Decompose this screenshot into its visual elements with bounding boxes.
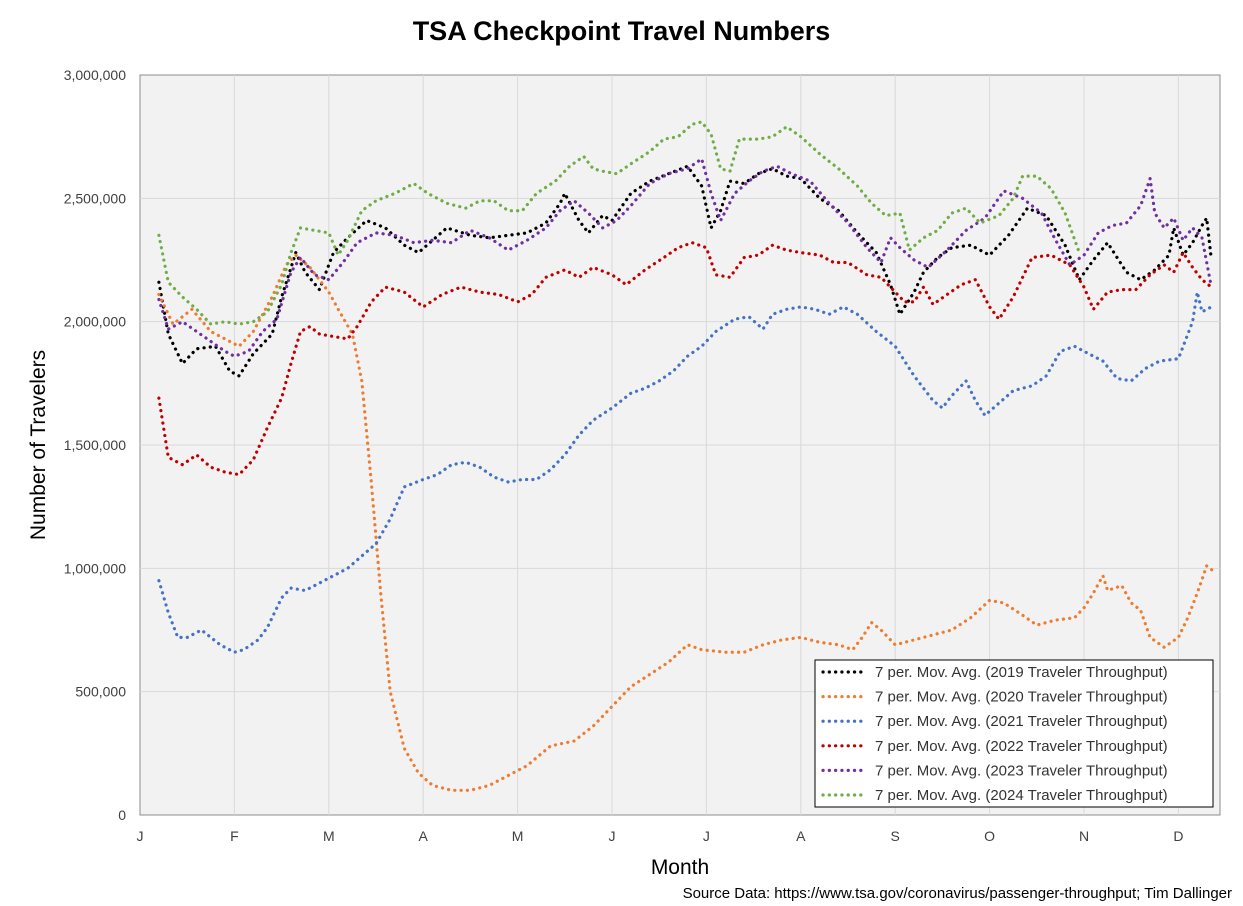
source-note: Source Data: https://www.tsa.gov/coronav… bbox=[682, 885, 1232, 902]
x-gridlines bbox=[233, 75, 1179, 815]
y-tick-label: 2,000,000 bbox=[64, 314, 126, 330]
series-line-5 bbox=[157, 157, 1214, 358]
x-tick-label: D bbox=[1173, 828, 1183, 844]
legend-label: 7 per. Mov. Avg. (2023 Traveler Throughp… bbox=[875, 762, 1168, 779]
legend-box bbox=[814, 659, 1214, 808]
y-tick-label: 2,500,000 bbox=[64, 190, 126, 206]
legend: 7 per. Mov. Avg. (2019 Traveler Throughp… bbox=[814, 659, 1214, 808]
series-lines bbox=[157, 120, 1218, 792]
x-tick-label: A bbox=[419, 828, 429, 844]
x-tick-label: J bbox=[703, 828, 710, 844]
y-tick-label: 500,000 bbox=[75, 684, 126, 700]
x-tick-label: M bbox=[323, 828, 335, 844]
chart-title: TSA Checkpoint Travel Numbers bbox=[412, 16, 831, 46]
x-tick-label: S bbox=[891, 828, 900, 844]
x-axis-title: Month bbox=[651, 856, 709, 879]
legend-label: 7 per. Mov. Avg. (2022 Traveler Throughp… bbox=[875, 738, 1168, 755]
x-tick-label: N bbox=[1079, 828, 1089, 844]
legend-label: 7 per. Mov. Avg. (2020 Traveler Throughp… bbox=[875, 689, 1168, 706]
legend-label: 7 per. Mov. Avg. (2021 Traveler Throughp… bbox=[875, 713, 1168, 730]
y-tick-label: 0 bbox=[118, 807, 126, 823]
x-tick-label: J bbox=[137, 828, 144, 844]
y-gridlines bbox=[140, 197, 1220, 693]
legend-label: 7 per. Mov. Avg. (2024 Traveler Throughp… bbox=[875, 787, 1168, 804]
y-tick-labels: 0 500,000 1,000,000 1,500,000 2,000,000 2,500… bbox=[64, 67, 127, 823]
y-tick-label: 1,000,000 bbox=[64, 560, 126, 576]
x-tick-label: M bbox=[512, 828, 524, 844]
x-tick-label: F bbox=[230, 828, 239, 844]
x-tick-label: O bbox=[984, 828, 995, 844]
y-tick-label: 3,000,000 bbox=[64, 67, 126, 83]
y-axis-title: Number of Travelers bbox=[27, 350, 50, 540]
x-tick-label: J bbox=[609, 828, 616, 844]
series-line-2 bbox=[157, 253, 1218, 792]
series-line-3 bbox=[157, 290, 1214, 654]
series-line-4 bbox=[157, 241, 1214, 477]
x-tick-label: A bbox=[796, 828, 806, 844]
y-tick-label: 1,500,000 bbox=[64, 437, 126, 453]
series-line-6 bbox=[157, 120, 1081, 326]
legend-label: 7 per. Mov. Avg. (2019 Traveler Throughp… bbox=[875, 664, 1168, 681]
